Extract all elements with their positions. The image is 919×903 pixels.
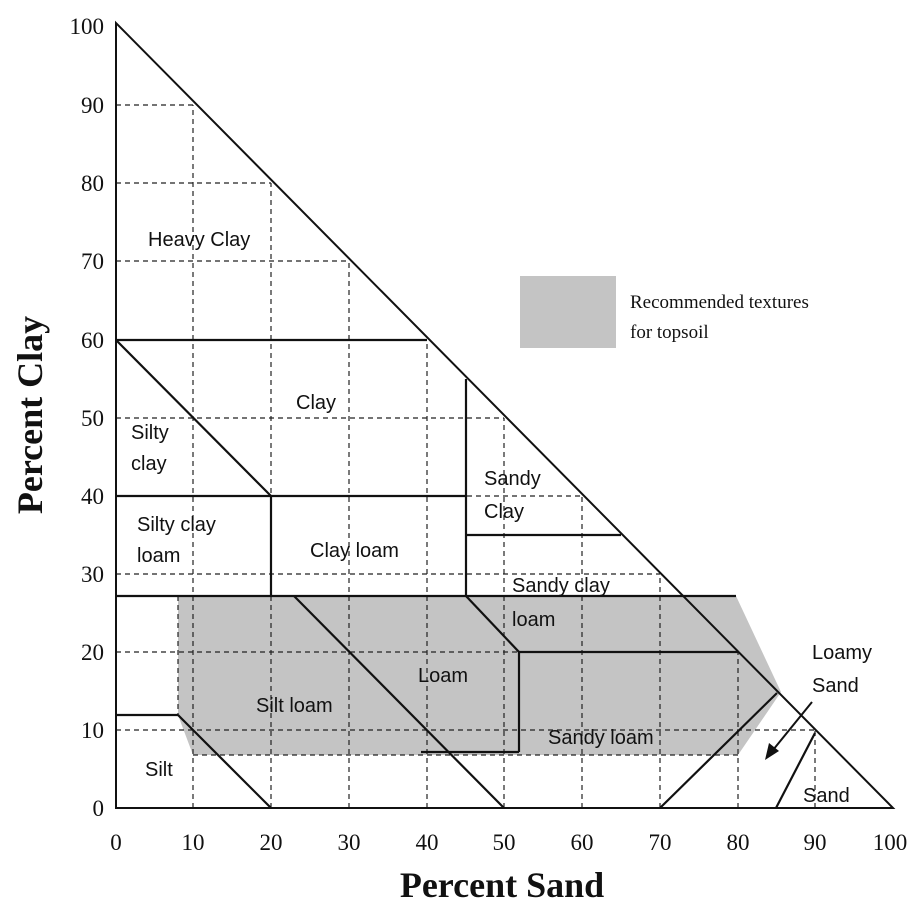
- x-axis-title: Percent Sand: [400, 865, 604, 903]
- x-tick-label: 100: [873, 830, 908, 855]
- x-tick-label: 50: [493, 830, 516, 855]
- region-sandy-clay-loam-line1: Sandy clay: [512, 575, 610, 597]
- x-tick-label: 20: [260, 830, 283, 855]
- recommended-topsoil-area: [178, 596, 781, 755]
- region-loamy-sand-line1: Loamy: [812, 642, 872, 664]
- loamy-sand-arrow: [765, 701, 813, 760]
- region-clay: Clay: [296, 392, 336, 414]
- x-axis-ticks: 0 10 20 30 40 50 60 70 80 90 100: [110, 830, 907, 855]
- class-boundaries: [115, 338, 816, 809]
- y-tick-label: 40: [81, 484, 104, 509]
- y-tick-label: 50: [81, 406, 104, 431]
- region-silty-clay-line2: clay: [131, 453, 167, 475]
- triangle-outline: [115, 20, 896, 809]
- region-silty-clay-line1: Silty: [131, 422, 169, 444]
- x-tick-label: 70: [649, 830, 672, 855]
- topsoil-outline: [177, 596, 738, 756]
- region-loam: Loam: [418, 665, 468, 687]
- region-clay-loam: Clay loam: [310, 540, 399, 562]
- region-labels: Heavy Clay Clay Silty clay Sandy Clay Si…: [131, 229, 872, 807]
- region-sandy-clay-loam-line2: loam: [512, 609, 555, 631]
- y-tick-label: 90: [81, 93, 104, 118]
- region-loamy-sand-line2: Sand: [812, 675, 859, 697]
- x-tick-label: 0: [110, 830, 122, 855]
- region-silt-loam: Silt loam: [256, 695, 333, 717]
- x-tick-label: 60: [571, 830, 594, 855]
- region-silt: Silt: [145, 759, 173, 781]
- y-tick-label: 80: [81, 171, 104, 196]
- x-tick-label: 40: [416, 830, 439, 855]
- region-heavy-clay: Heavy Clay: [148, 229, 250, 251]
- legend-swatch: [520, 276, 616, 348]
- region-sand: Sand: [803, 785, 850, 807]
- region-silty-clay-loam-line1: Silty clay: [137, 514, 216, 536]
- y-tick-label: 20: [81, 640, 104, 665]
- y-tick-label: 0: [93, 796, 105, 821]
- x-tick-label: 80: [727, 830, 750, 855]
- region-sandy-clay-line1: Sandy: [484, 468, 541, 490]
- region-sandy-clay-line2: Clay: [484, 501, 524, 523]
- y-axis-ticks: 0 10 20 30 40 50 60 70 80 90 100: [70, 14, 105, 821]
- y-tick-label: 30: [81, 562, 104, 587]
- x-tick-label: 10: [182, 830, 205, 855]
- x-tick-label: 30: [338, 830, 361, 855]
- y-tick-label: 10: [81, 718, 104, 743]
- region-sandy-loam: Sandy loam: [548, 727, 654, 749]
- y-tick-label: 100: [70, 14, 105, 39]
- legend-label-line1: Recommended textures: [630, 292, 809, 313]
- legend-label-line2: for topsoil: [630, 322, 709, 343]
- y-tick-label: 70: [81, 249, 104, 274]
- y-tick-label: 60: [81, 328, 104, 353]
- y-axis-title: Percent Clay: [10, 316, 50, 514]
- region-silty-clay-loam-line2: loam: [137, 545, 180, 567]
- x-tick-label: 90: [804, 830, 827, 855]
